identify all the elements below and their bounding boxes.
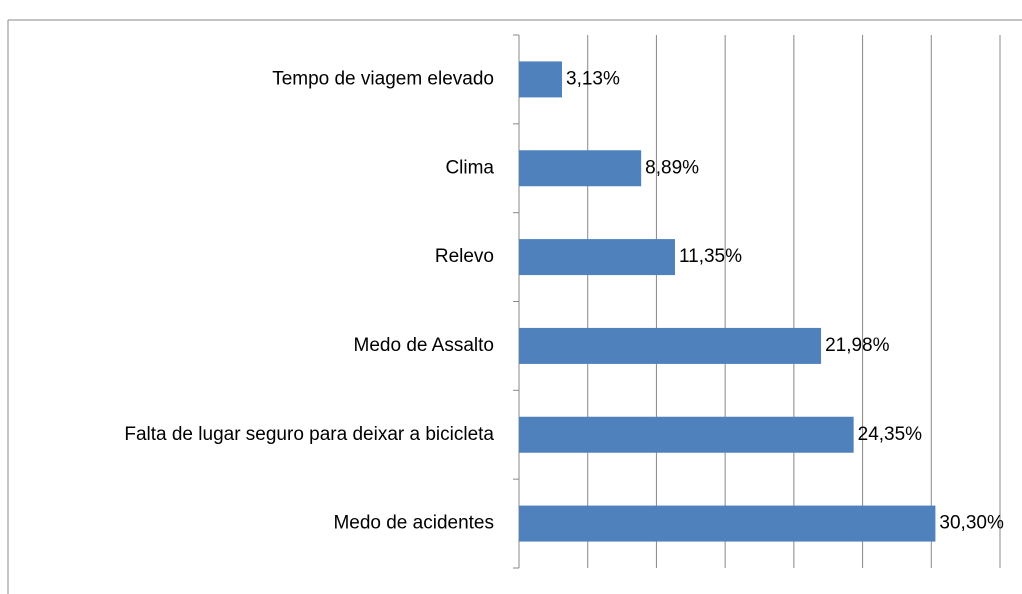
data-label: 30,30% bbox=[939, 513, 1004, 534]
y-tick-label: Falta de lugar seguro para deixar a bici… bbox=[124, 424, 494, 445]
y-tick-label: Medo de Assalto bbox=[354, 335, 494, 356]
y-tick-label: Tempo de viagem elevado bbox=[272, 68, 494, 89]
data-label: 21,98% bbox=[825, 335, 890, 356]
data-label: 3,13% bbox=[566, 68, 620, 89]
data-label: 8,89% bbox=[645, 157, 699, 178]
data-label: 24,35% bbox=[858, 424, 923, 445]
y-tick-label: Relevo bbox=[435, 246, 494, 267]
bar bbox=[519, 150, 642, 187]
bar bbox=[519, 416, 854, 453]
data-label: 11,35% bbox=[679, 246, 742, 267]
y-tick-label: Clima bbox=[445, 157, 494, 178]
y-tick-label: Medo de acidentes bbox=[333, 513, 494, 534]
bar bbox=[519, 239, 675, 276]
bar bbox=[519, 61, 563, 98]
bar bbox=[519, 505, 936, 542]
bar bbox=[519, 327, 822, 364]
